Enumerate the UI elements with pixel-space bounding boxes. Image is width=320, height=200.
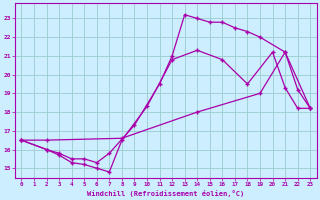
X-axis label: Windchill (Refroidissement éolien,°C): Windchill (Refroidissement éolien,°C)	[87, 190, 244, 197]
